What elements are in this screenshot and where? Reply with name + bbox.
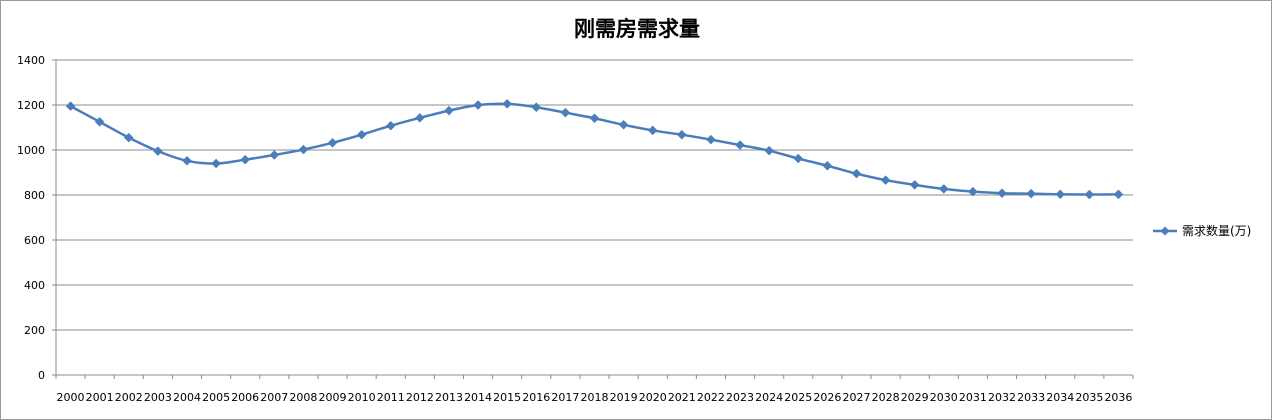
x-tick-label: 2026	[813, 391, 841, 404]
legend-label: 需求数量(万)	[1182, 223, 1251, 238]
data-point-marker	[385, 120, 396, 131]
chart-title: 刚需房需求量	[574, 17, 700, 41]
data-point-marker	[968, 186, 978, 197]
x-tick-label: 2027	[842, 391, 870, 404]
x-tick-label: 2036	[1104, 391, 1132, 404]
data-point-marker	[502, 99, 513, 109]
data-point-marker	[444, 105, 454, 116]
x-tick-label: 2025	[784, 391, 812, 404]
data-point-marker	[764, 145, 775, 156]
data-point-marker	[1055, 189, 1066, 200]
data-point-marker	[647, 125, 658, 136]
x-tick-label: 2009	[319, 391, 347, 404]
x-tick-label: 2017	[551, 391, 579, 404]
x-tick-label: 2032	[988, 391, 1016, 404]
legend-diamond-marker	[1160, 226, 1170, 236]
x-tick-label: 2011	[377, 391, 405, 404]
y-tick-label: 1400	[17, 54, 45, 67]
x-tick-label: 2005	[202, 391, 230, 404]
data-point-marker	[560, 107, 571, 118]
x-tick-label: 2028	[872, 391, 900, 404]
data-point-marker	[327, 137, 338, 148]
data-point-marker	[1113, 189, 1124, 200]
data-point-marker	[269, 150, 280, 160]
x-tick-label: 2007	[260, 391, 288, 404]
x-tick-label: 2013	[435, 391, 463, 404]
x-axis-tick-labels: 2000 2001 2002 2003 2004 2005 2006 2007 2008 2009…	[57, 391, 1133, 404]
x-tick-label: 2034	[1046, 391, 1074, 404]
data-point-marker	[414, 112, 425, 123]
y-tick-label: 1000	[17, 144, 45, 157]
x-tick-label: 2000	[57, 391, 85, 404]
y-axis-tick-labels: 0 200 400 600 800 1000 1200 1400	[17, 54, 45, 382]
data-point-marker	[851, 168, 862, 179]
y-tick-label: 0	[38, 369, 45, 382]
x-tick-label: 2008	[289, 391, 317, 404]
data-point-marker	[1084, 189, 1095, 200]
x-tick-label: 2024	[755, 391, 783, 404]
x-tick-label: 2004	[173, 391, 201, 404]
x-tick-label: 2029	[901, 391, 929, 404]
data-point-marker	[793, 153, 804, 164]
x-tick-label: 2033	[1017, 391, 1045, 404]
data-point-marker	[735, 140, 745, 150]
data-point-marker	[356, 129, 367, 140]
y-tick-label: 200	[24, 324, 45, 337]
x-tick-label: 2023	[726, 391, 754, 404]
legend: 需求数量(万)	[1153, 223, 1251, 238]
x-tick-label: 2003	[144, 391, 172, 404]
data-point-marker	[65, 101, 76, 111]
x-tick-label: 2030	[930, 391, 958, 404]
x-tick-label: 2001	[86, 391, 114, 404]
data-point-marker	[909, 180, 920, 190]
x-tick-label: 2015	[493, 391, 521, 404]
x-tick-label: 2021	[668, 391, 696, 404]
data-point-marker	[123, 132, 134, 143]
x-tick-label: 2035	[1075, 391, 1103, 404]
x-tick-label: 2012	[406, 391, 434, 404]
x-tick-label: 2019	[610, 391, 638, 404]
series-group	[65, 99, 1124, 200]
x-tick-label: 2006	[231, 391, 259, 404]
data-point-marker	[822, 160, 833, 171]
data-point-marker	[880, 175, 891, 186]
x-tick-label: 2022	[697, 391, 725, 404]
axes	[52, 59, 1134, 379]
data-point-marker	[153, 146, 163, 156]
data-point-marker	[676, 129, 687, 140]
x-tick-label: 2002	[115, 391, 143, 404]
y-tick-label: 800	[24, 189, 45, 202]
y-tick-label: 600	[24, 234, 45, 247]
data-point-marker	[298, 144, 309, 155]
gridlines	[56, 59, 1133, 331]
y-tick-label: 1200	[17, 99, 45, 112]
y-tick-label: 400	[24, 279, 45, 292]
x-tick-label: 2031	[959, 391, 987, 404]
data-point-marker	[473, 100, 483, 110]
x-tick-label: 2010	[348, 391, 376, 404]
data-point-marker	[706, 134, 716, 145]
data-point-marker	[589, 113, 600, 124]
x-tick-label: 2020	[639, 391, 667, 404]
data-point-marker	[618, 119, 629, 130]
x-tick-label: 2016	[522, 391, 550, 404]
data-point-marker	[211, 158, 221, 169]
data-point-marker	[531, 102, 542, 113]
data-point-marker	[1026, 188, 1036, 199]
data-point-marker	[938, 184, 949, 194]
data-point-marker	[997, 188, 1007, 199]
data-point-marker	[240, 154, 251, 165]
x-tick-label: 2018	[581, 391, 609, 404]
data-point-marker	[94, 117, 105, 127]
x-tick-label: 2014	[464, 391, 492, 404]
data-point-marker	[182, 155, 192, 166]
